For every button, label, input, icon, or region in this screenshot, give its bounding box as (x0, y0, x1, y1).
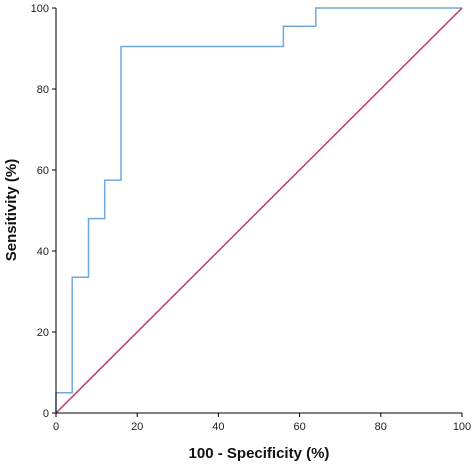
x-axis-title: 100 - Specificity (%) (189, 445, 330, 462)
x-tick-label: 60 (293, 421, 305, 433)
x-tick-label: 20 (131, 421, 143, 433)
y-tick-label: 20 (37, 327, 49, 339)
x-tick-label: 40 (212, 421, 224, 433)
y-tick-label: 100 (31, 3, 49, 15)
x-tick-label: 80 (375, 421, 387, 433)
roc-curve-line (55, 7, 462, 413)
x-tick-label: 100 (453, 421, 471, 433)
x-ticks: 0 20 40 60 80 100 (53, 413, 471, 433)
y-tick-label: 0 (43, 408, 49, 420)
y-tick-label: 40 (37, 246, 49, 258)
y-tick-label: 60 (37, 165, 49, 177)
y-axis-title: Sensitivity (%) (3, 159, 20, 262)
plot-lines (55, 7, 463, 414)
reference-diagonal-line (55, 7, 463, 414)
y-ticks: 0 20 40 60 80 100 (31, 3, 56, 420)
y-tick-label: 80 (37, 84, 49, 96)
x-tick-label: 0 (53, 421, 59, 433)
